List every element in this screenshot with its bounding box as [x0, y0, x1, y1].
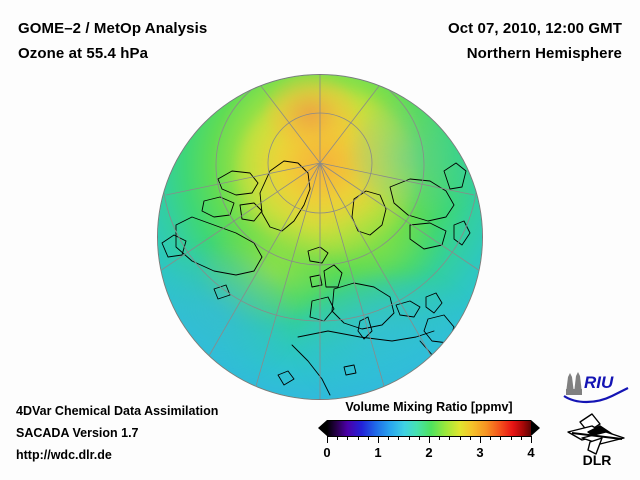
colorbar-gradient — [327, 419, 531, 437]
dlr-logo: DLR — [566, 412, 628, 468]
header-right: Oct 07, 2010, 12:00 GMT Northern Hemisph… — [448, 16, 622, 66]
colorbar-extend-high-icon — [531, 420, 540, 436]
colorbar-extend-low-icon — [318, 420, 327, 436]
globe-map — [158, 75, 482, 399]
page-title: GOME–2 / MetOp Analysis — [18, 20, 208, 37]
colorbar-strip — [318, 419, 540, 437]
colorbar-tick-4: 4 — [527, 445, 535, 460]
colorbar-tick-2: 2 — [425, 445, 433, 460]
colorbar-tick-0: 0 — [323, 445, 331, 460]
colorbar-ticks — [327, 436, 532, 443]
colorbar-title: Volume Mixing Ratio [ppmv] — [345, 400, 513, 414]
limb-shading — [158, 75, 482, 399]
colorbar-tick-labels: 0 1 2 3 4 — [323, 445, 535, 463]
colorbar: Volume Mixing Ratio [ppmv] — [318, 400, 540, 463]
credit-url: http://wdc.dlr.de — [16, 448, 112, 462]
dlr-logo-text: DLR — [583, 452, 612, 468]
credit-line-1: 4DVar Chemical Data Assimilation — [16, 404, 219, 418]
globe-disc — [158, 75, 482, 399]
colorbar-tick-1: 1 — [374, 445, 382, 460]
region-label: Northern Hemisphere — [466, 45, 622, 62]
timestamp-label: Oct 07, 2010, 12:00 GMT — [447, 20, 622, 37]
riu-logo: RIU — [562, 371, 630, 405]
header-left: GOME–2 / MetOp Analysis Ozone at 55.4 hP… — [18, 16, 207, 66]
page-subtitle: Ozone at 55.4 hPa — [18, 45, 149, 62]
colorbar-tick-3: 3 — [476, 445, 484, 460]
riu-logo-text: RIU — [584, 373, 614, 392]
credit-line-2: SACADA Version 1.7 — [16, 426, 139, 440]
footer-credits: 4DVar Chemical Data Assimilation SACADA … — [16, 400, 218, 466]
